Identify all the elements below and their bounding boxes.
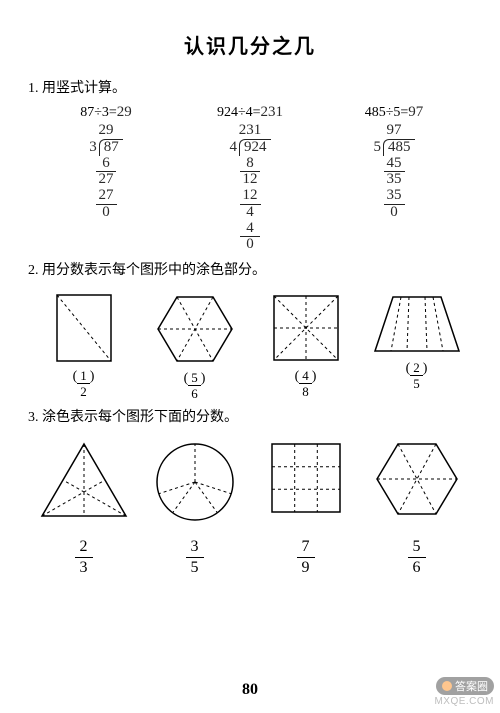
- q3-prompt: 3. 涂色表示每个图形下面的分数。: [28, 406, 472, 426]
- work-line: 0: [390, 205, 398, 221]
- q2-answer-1: (56): [184, 371, 206, 400]
- q2-shape-rectangle: (12): [29, 291, 139, 400]
- q1-printed-0: 87÷3=: [80, 105, 117, 120]
- work-line: 27: [99, 172, 114, 188]
- hexagon-6parts-icon: [371, 438, 463, 520]
- q3-row: [28, 438, 472, 530]
- work-line: 12: [240, 188, 261, 205]
- q1-problem-0: 87÷3=29 29 387 6 27 27 0: [34, 105, 178, 253]
- q1-dividend-2: 485: [383, 139, 415, 156]
- q2-answer-3: (25): [406, 361, 428, 390]
- q2-prompt: 2. 用分数表示每个图形中的涂色部分。: [28, 259, 472, 279]
- watermark-url: MXQE.COM: [434, 696, 494, 707]
- q3-frac-0: 23: [75, 538, 93, 576]
- work-line: 0: [102, 205, 110, 221]
- q3-frac-2: 79: [297, 538, 315, 576]
- work-line: 6: [96, 156, 116, 173]
- q1-problem-1: 924÷4=231 231 4924 8 12 12 4 4 0: [178, 105, 322, 253]
- q3-frac-1: 35: [186, 538, 204, 576]
- q1-ans-0: 29: [117, 104, 132, 120]
- q1-printed-2: 485÷5=: [365, 105, 409, 120]
- work-line: 4: [246, 205, 254, 221]
- page-number: 80: [0, 681, 500, 699]
- q2-answer-2: (48): [295, 369, 317, 398]
- q1-problem-2: 485÷5=97 97 5485 45 35 35 0: [322, 105, 466, 253]
- work-line: 4: [240, 221, 260, 238]
- watermark-badge: 答案圈: [436, 677, 494, 695]
- q2-shape-square: (48): [251, 291, 361, 400]
- q1-quotient-1: 231: [239, 123, 262, 139]
- square-9parts-icon: [266, 438, 346, 518]
- watermark: 答案圈 MXQE.COM: [434, 677, 494, 707]
- page-title: 认识几分之几: [28, 30, 472, 59]
- q2-shape-trapezoid: (25): [362, 291, 472, 400]
- work-line: 35: [384, 188, 405, 205]
- work-line: 45: [384, 156, 405, 173]
- q3-frac-3: 56: [408, 538, 426, 576]
- q3-fraction-labels: 23 35 79 56: [28, 538, 472, 576]
- hexagon-icon: [152, 291, 238, 367]
- q3-shape-square-grid: [251, 438, 361, 530]
- square-8parts-icon: [269, 291, 343, 365]
- q1-dividend-0: 87: [99, 139, 123, 156]
- q2-answer-0: (12): [73, 369, 95, 398]
- work-line: 35: [387, 172, 402, 188]
- work-line: 0: [246, 237, 254, 253]
- circle-5parts-icon: [151, 438, 239, 526]
- trapezoid-icon: [369, 291, 465, 357]
- q2-row: (12) (56): [28, 291, 472, 400]
- work-line: 8: [240, 156, 260, 173]
- q1-prompt: 1. 用竖式计算。: [28, 77, 472, 97]
- q1-dividend-1: 924: [239, 139, 271, 156]
- q1-divisor-0: 3: [89, 139, 97, 155]
- q3-shape-hexagon: [362, 438, 472, 530]
- q1-row: 87÷3=29 29 387 6 27 27 0 924÷4=231 231 4…: [28, 105, 472, 253]
- q3-shape-triangle: [29, 438, 139, 530]
- q1-printed-1: 924÷4=: [217, 105, 261, 120]
- triangle-icon: [36, 438, 132, 522]
- q3-shape-circle: [140, 438, 250, 530]
- rectangle-diag-icon: [53, 291, 115, 365]
- q1-divisor-1: 4: [230, 139, 238, 155]
- q1-quotient-2: 97: [387, 123, 402, 139]
- q1-divisor-2: 5: [374, 139, 382, 155]
- q1-ans-2: 97: [408, 104, 423, 120]
- work-line: 27: [96, 188, 117, 205]
- work-line: 12: [243, 172, 258, 188]
- q1-ans-1: 231: [261, 104, 284, 120]
- q2-shape-hexagon: (56): [140, 291, 250, 400]
- q1-quotient-0: 29: [99, 123, 114, 139]
